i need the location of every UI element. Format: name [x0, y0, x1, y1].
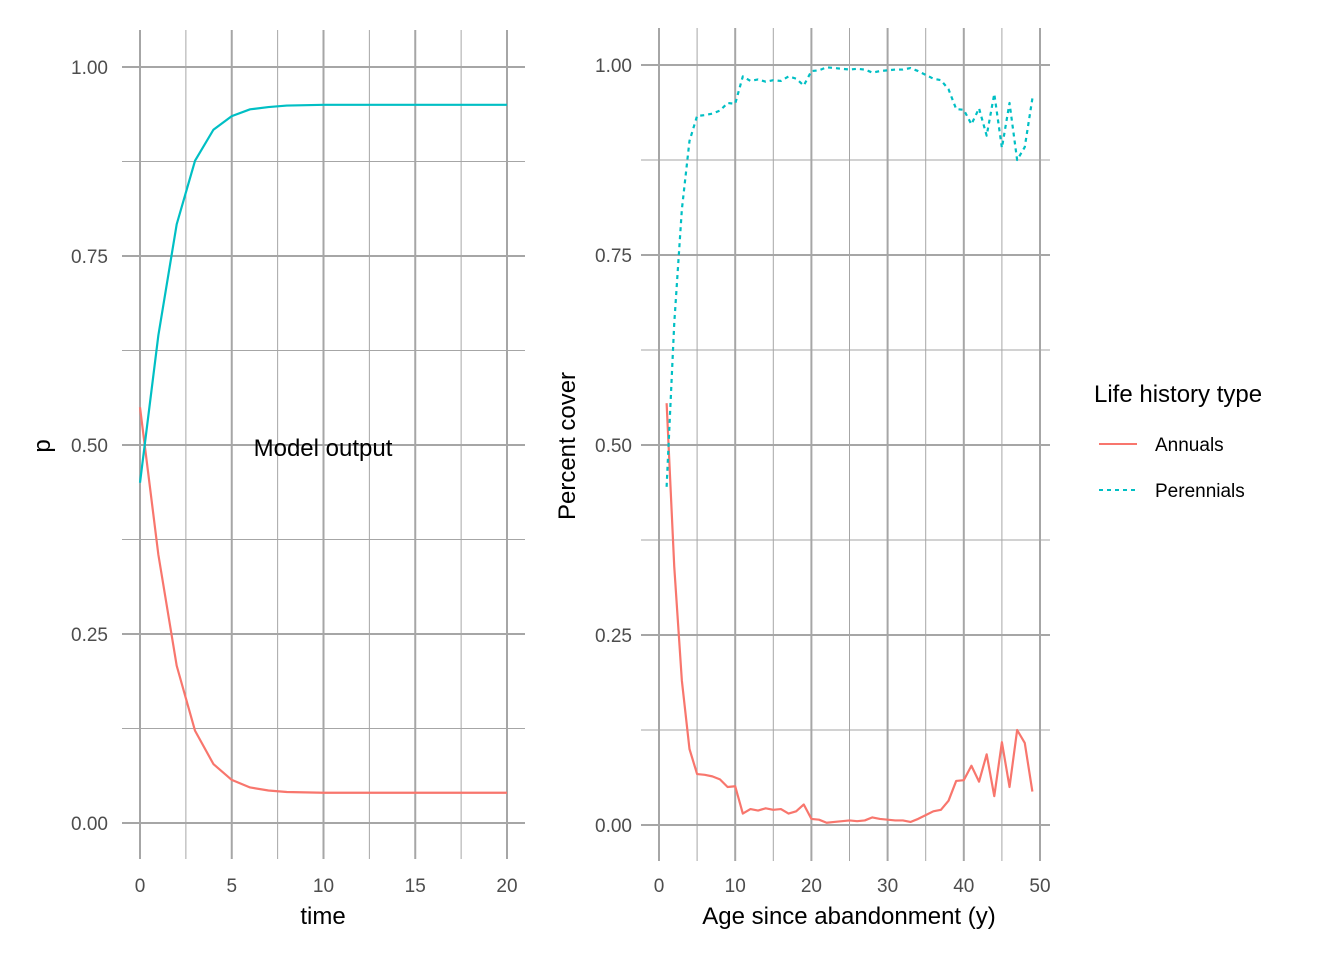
left-y-tick-label: 1.00: [71, 58, 108, 79]
left-x-axis-title: time: [300, 903, 345, 930]
left-x-tick-label: 15: [405, 876, 426, 897]
left-series-annuals-line: [138, 407, 507, 794]
right-x-tick-label: 40: [953, 876, 974, 897]
left-y-tick-label: 0.50: [71, 436, 108, 457]
right-x-tick-label: 0: [654, 876, 665, 897]
right-x-tick-label: 30: [877, 876, 898, 897]
left-x-tick-label: 20: [496, 876, 517, 897]
right-x-axis-title: Age since abandonment (y): [702, 903, 996, 930]
right-x-tick-label: 10: [725, 876, 746, 897]
legend-label-perennials: Perennials: [1155, 481, 1245, 502]
left-y-tick-label: 0.00: [71, 814, 108, 835]
left-x-tick-label: 5: [226, 876, 237, 897]
left-y-tick-label: 0.25: [71, 625, 108, 646]
right-x-tick-label: 20: [801, 876, 822, 897]
right-y-tick-label: 0.25: [595, 626, 632, 647]
legend-label-annuals: Annuals: [1155, 435, 1224, 456]
panel-observed-cover: 0.00 0.25 0.50 0.75 1.00 0 10 20 30 40 50: [595, 28, 1051, 897]
right-y-tick-label: 0.50: [595, 436, 632, 457]
left-y-axis-title: p: [29, 439, 56, 452]
right-y-axis-title: Percent cover: [554, 372, 581, 520]
legend: Life history type Annuals Perennials: [1094, 381, 1262, 502]
panel-model-output: 0.00 0.25 0.50 0.75 1.00 0 5 10 15 20: [71, 30, 525, 897]
left-y-tick-label: 0.75: [71, 247, 108, 268]
left-x-tick-label: 10: [313, 876, 334, 897]
left-series-perennials-line: [138, 103, 507, 483]
legend-title: Life history type: [1094, 381, 1262, 408]
right-y-tick-label: 0.75: [595, 246, 632, 267]
left-annotation: Model output: [254, 435, 393, 462]
right-series-annuals-line: [665, 403, 1034, 824]
right-x-tick-label: 50: [1029, 876, 1050, 897]
right-y-tick-label: 0.00: [595, 816, 632, 837]
left-x-tick-label: 0: [135, 876, 146, 897]
right-y-tick-label: 1.00: [595, 56, 632, 77]
